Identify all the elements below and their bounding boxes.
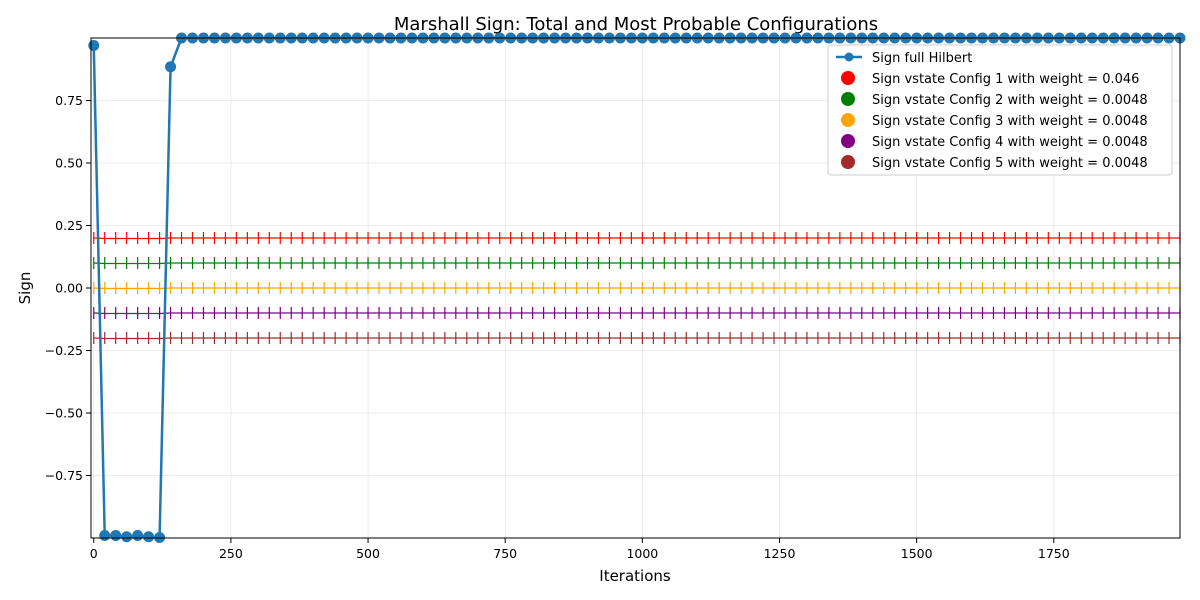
legend-label-config-5: Sign vstate Config 5 with weight = 0.004… bbox=[872, 156, 1148, 171]
ticks: 0 250 500 750 1000 1250 1500 1750 −0.75 −0.50 −0.2… bbox=[45, 93, 1070, 561]
chart-title: Marshall Sign: Total and Most Probable C… bbox=[394, 14, 878, 35]
data-point bbox=[143, 531, 155, 543]
config-series-1 bbox=[93, 232, 1181, 244]
legend-marker-config-1 bbox=[841, 71, 855, 85]
y-tick-label: −0.75 bbox=[45, 468, 83, 483]
config-series-2 bbox=[93, 257, 1181, 269]
config-line bbox=[93, 312, 1180, 315]
x-tick-label: 1750 bbox=[1038, 546, 1070, 561]
y-axis-label: Sign bbox=[16, 272, 34, 305]
data-point bbox=[165, 61, 177, 73]
x-tick-label: 1000 bbox=[626, 546, 658, 561]
legend-marker-config-4 bbox=[841, 134, 855, 148]
legend-label-config-1: Sign vstate Config 1 with weight = 0.046 bbox=[872, 72, 1139, 87]
x-tick-label: 250 bbox=[219, 546, 243, 561]
legend: Sign full Hilbert Sign vstate Config 1 w… bbox=[827, 44, 1173, 176]
data-point bbox=[88, 40, 100, 51]
legend-marker-main bbox=[844, 52, 854, 62]
legend-label-config-3: Sign vstate Config 3 with weight = 0.004… bbox=[872, 114, 1148, 129]
data-point bbox=[121, 531, 133, 543]
data-point bbox=[110, 530, 122, 541]
y-tick-label: −0.25 bbox=[45, 343, 83, 358]
config-line bbox=[93, 287, 1180, 290]
x-axis-label: Iterations bbox=[599, 567, 671, 585]
y-tick-label: 0.00 bbox=[55, 281, 83, 296]
config-line bbox=[93, 337, 1180, 340]
legend-marker-config-3 bbox=[841, 113, 855, 127]
y-tick-label: 0.75 bbox=[55, 93, 83, 108]
data-point bbox=[99, 530, 111, 541]
x-tick-label: 1250 bbox=[764, 546, 796, 561]
config-line bbox=[93, 237, 1180, 240]
series-layer bbox=[88, 32, 1186, 543]
legend-box bbox=[827, 44, 1173, 176]
y-tick-label: −0.50 bbox=[45, 406, 83, 421]
config-line bbox=[93, 262, 1180, 265]
y-tick-label: 0.50 bbox=[55, 156, 83, 171]
data-point bbox=[132, 530, 144, 541]
config-series-3 bbox=[93, 282, 1181, 294]
legend-label-main: Sign full Hilbert bbox=[872, 51, 972, 66]
config-series-4 bbox=[93, 307, 1181, 319]
legend-label-config-4: Sign vstate Config 4 with weight = 0.004… bbox=[872, 135, 1148, 150]
x-tick-label: 750 bbox=[493, 546, 517, 561]
legend-marker-config-5 bbox=[841, 155, 855, 169]
legend-marker-config-2 bbox=[841, 92, 855, 106]
x-tick-label: 0 bbox=[90, 546, 98, 561]
config-series-5 bbox=[93, 332, 1181, 344]
legend-label-config-2: Sign vstate Config 2 with weight = 0.004… bbox=[872, 93, 1148, 108]
x-tick-label: 500 bbox=[356, 546, 380, 561]
y-tick-label: 0.25 bbox=[55, 218, 83, 233]
x-tick-label: 1500 bbox=[901, 546, 933, 561]
